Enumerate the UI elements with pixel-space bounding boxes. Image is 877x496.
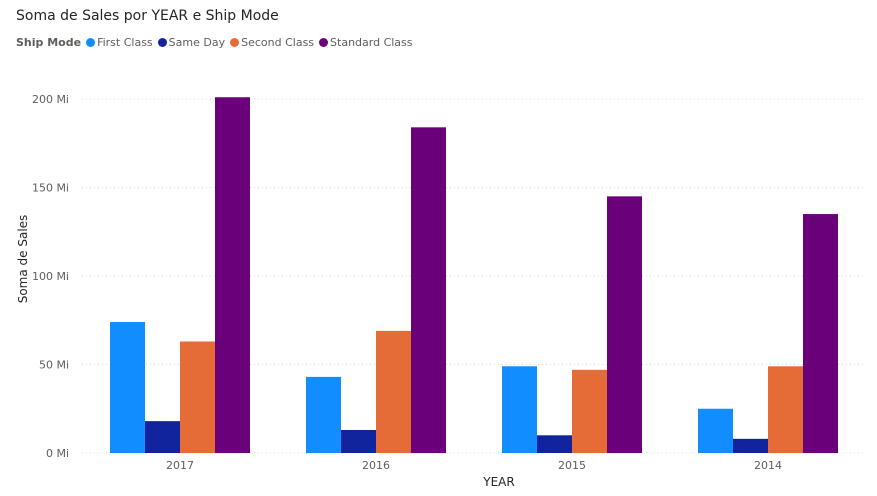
bar-same-day-2017[interactable] — [145, 421, 180, 453]
bar-same-day-2016[interactable] — [341, 429, 376, 453]
bar-standard-class-2015[interactable] — [607, 196, 642, 453]
legend-title: Ship Mode — [16, 36, 82, 49]
bar-standard-class-2014[interactable] — [803, 214, 838, 453]
legend-marker-icon — [230, 38, 240, 47]
legend-marker-icon — [157, 38, 167, 47]
x-tick-label: 2015 — [558, 459, 586, 472]
bars — [110, 97, 838, 453]
bar-second-class-2014[interactable] — [768, 366, 803, 453]
legend-label: Same Day — [168, 36, 226, 49]
x-tick-label: 2016 — [362, 459, 390, 472]
x-tick-label: 2014 — [754, 459, 782, 472]
x-axis-label: YEAR — [482, 475, 514, 489]
bar-same-day-2015[interactable] — [537, 435, 572, 453]
legend-marker-icon — [86, 38, 96, 47]
legend: Ship Mode First Class Same Day Second Cl… — [16, 36, 418, 49]
y-axis-ticks: 0 Mi 50 Mi 100 Mi 150 Mi 200 Mi — [32, 93, 69, 460]
legend-marker-icon — [319, 38, 329, 47]
x-tick-label: 2017 — [166, 459, 194, 472]
legend-label: Standard Class — [330, 36, 413, 49]
y-axis-label: Soma de Sales — [16, 215, 30, 304]
legend-item-second-class[interactable]: Second Class — [230, 36, 314, 49]
legend-item-first-class[interactable]: First Class — [86, 36, 153, 49]
legend-label: First Class — [97, 36, 153, 49]
y-tick-label: 200 Mi — [32, 93, 69, 106]
bar-first-class-2014[interactable] — [698, 408, 733, 453]
bar-first-class-2015[interactable] — [502, 366, 537, 453]
y-tick-label: 150 Mi — [32, 182, 69, 195]
y-tick-label: 50 Mi — [39, 359, 69, 372]
gridlines — [82, 98, 866, 454]
bar-first-class-2017[interactable] — [110, 322, 145, 453]
bar-second-class-2017[interactable] — [180, 341, 215, 453]
x-axis-ticks: 2017 2016 2015 2014 — [166, 459, 782, 472]
bar-standard-class-2017[interactable] — [215, 97, 250, 453]
y-tick-label: 100 Mi — [32, 270, 69, 283]
bar-second-class-2016[interactable] — [376, 330, 411, 453]
legend-item-same-day[interactable]: Same Day — [157, 36, 226, 49]
legend-item-standard-class[interactable]: Standard Class — [319, 36, 413, 49]
bar-second-class-2015[interactable] — [572, 369, 607, 453]
bar-same-day-2014[interactable] — [733, 438, 768, 453]
bar-first-class-2016[interactable] — [306, 376, 341, 453]
bar-standard-class-2016[interactable] — [411, 127, 446, 453]
chart-title: Soma de Sales por YEAR e Ship Mode — [16, 8, 279, 24]
legend-label: Second Class — [241, 36, 315, 49]
y-tick-label: 0 Mi — [46, 447, 69, 460]
